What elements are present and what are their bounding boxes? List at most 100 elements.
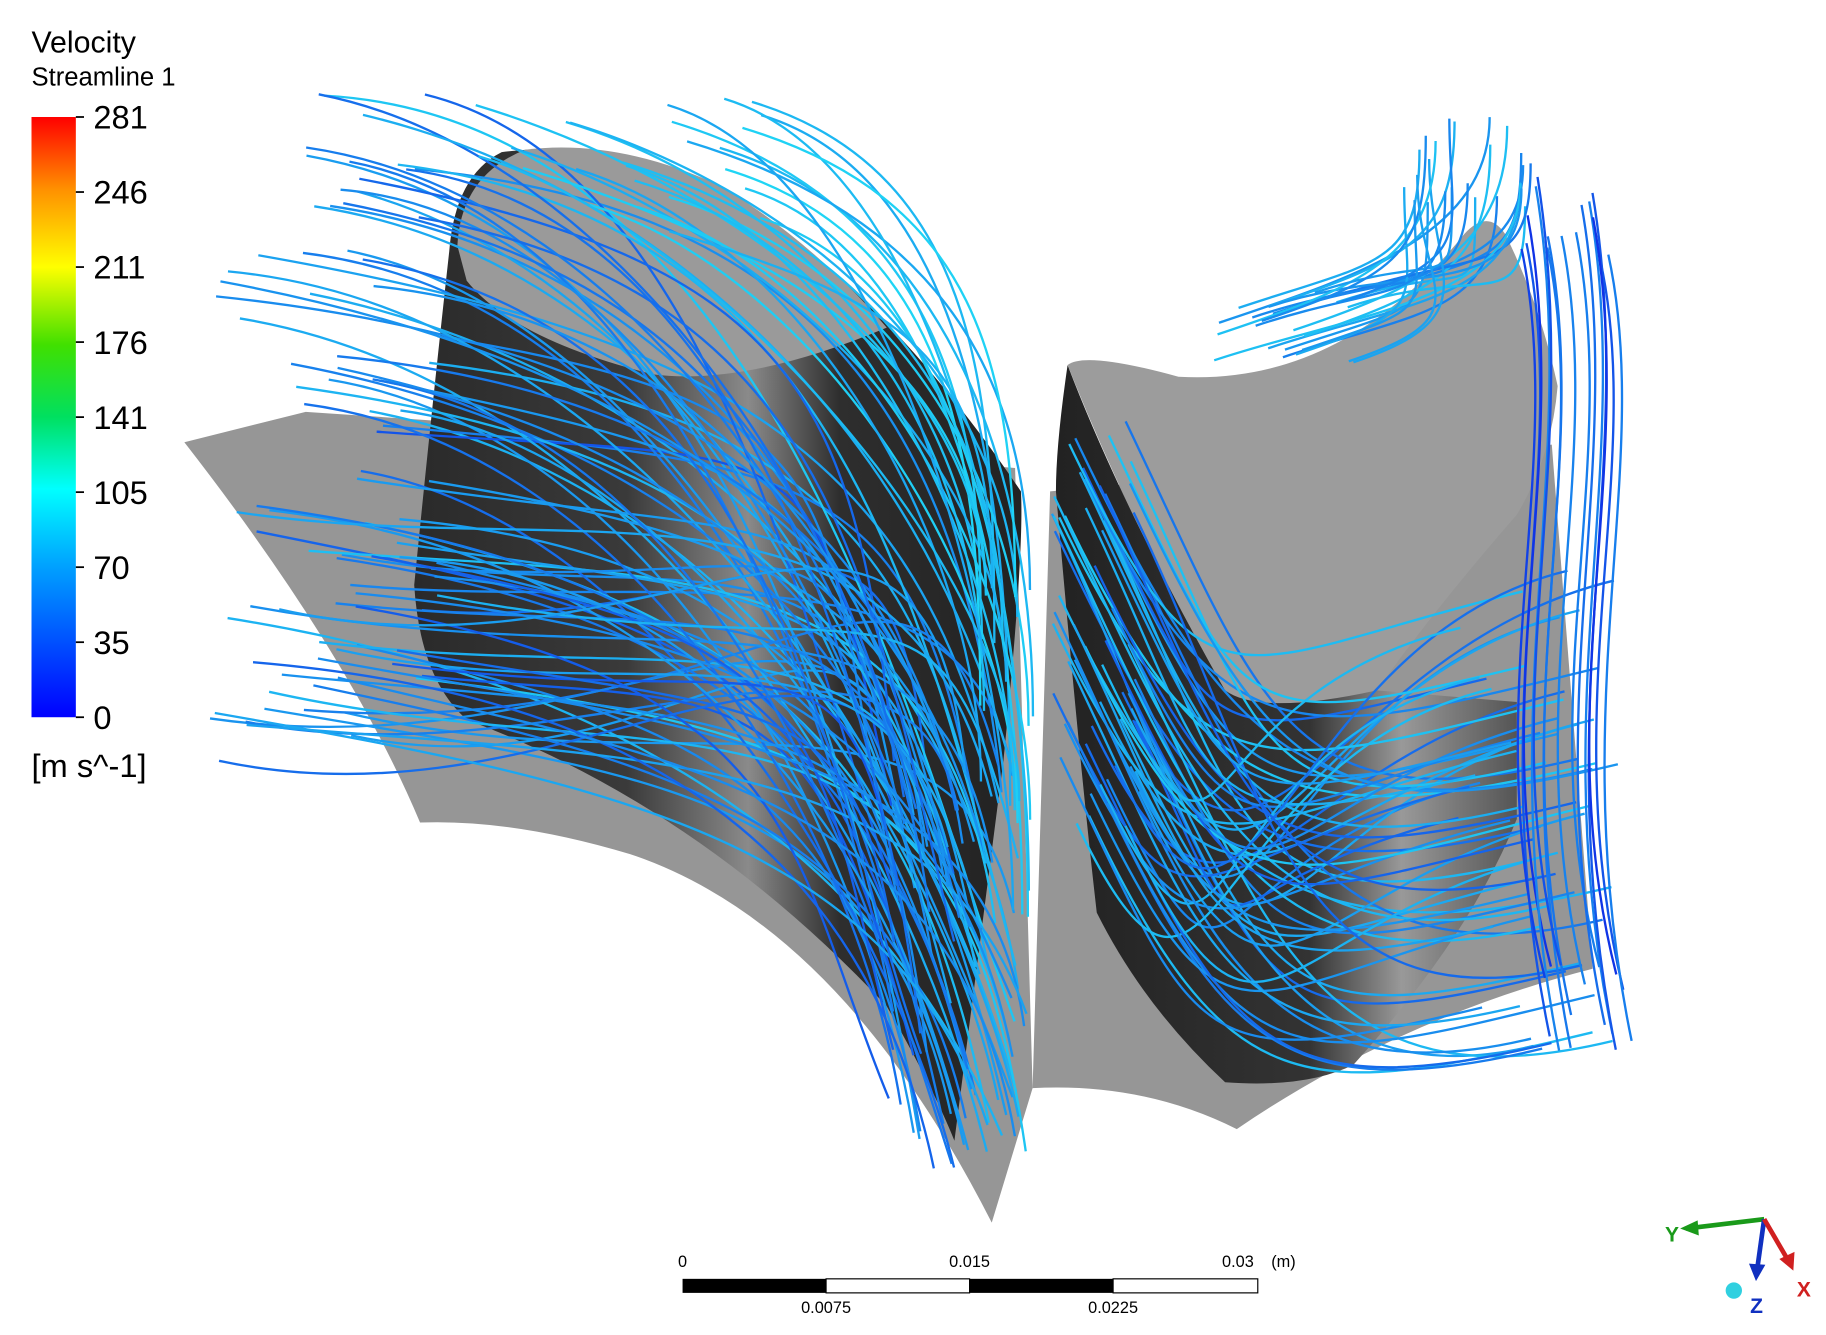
streamline — [1101, 626, 1461, 802]
streamline — [236, 510, 993, 797]
axis-z — [1754, 1218, 1767, 1270]
streamline — [278, 567, 967, 775]
streamline — [1073, 659, 1528, 932]
axis-label: Y — [1665, 1223, 1679, 1246]
streamline — [350, 583, 1014, 776]
blade-right-top — [1067, 221, 1558, 704]
legend: Velocity Streamline 1 281 246 211 176 141 105… — [32, 27, 176, 784]
streamline — [1068, 443, 1523, 657]
streamline — [1542, 236, 1573, 1016]
arrow — [1779, 1251, 1795, 1271]
streamline — [1127, 692, 1559, 850]
scale-label: 0.015 — [949, 1253, 990, 1271]
streamline — [1268, 188, 1523, 309]
streamline — [1353, 158, 1446, 364]
streamline — [634, 179, 986, 711]
streamline — [1138, 790, 1585, 947]
scale-segment — [682, 1278, 827, 1293]
streamline — [1084, 507, 1476, 806]
streamline — [1089, 793, 1533, 993]
streamline — [362, 258, 923, 1055]
streamline — [575, 167, 983, 782]
streamline — [314, 205, 981, 975]
streamline — [1059, 756, 1483, 1041]
streamlines — [209, 93, 1633, 1169]
streamline — [356, 644, 922, 1132]
streamline — [1295, 187, 1409, 356]
streamline — [1083, 645, 1590, 866]
streamline — [220, 280, 981, 837]
streamline — [723, 97, 1031, 891]
streamline — [1213, 183, 1522, 362]
streamline — [1119, 718, 1542, 937]
streamline — [724, 167, 982, 706]
streamline — [281, 673, 1014, 1057]
scale-segment — [969, 1278, 1114, 1293]
origin — [1725, 1282, 1742, 1299]
streamline — [1114, 569, 1568, 870]
streamline — [1106, 802, 1595, 1044]
axis-label: Z — [1750, 1295, 1763, 1318]
streamline — [1127, 643, 1613, 1058]
streamline — [744, 187, 1024, 915]
streamline — [397, 163, 1017, 966]
streamline — [1072, 624, 1494, 952]
legend-title: Velocity — [32, 27, 137, 60]
streamline — [319, 640, 990, 970]
streamline — [1301, 200, 1418, 352]
legend-tick-label: 70 — [93, 549, 129, 586]
legend-tick-label: 35 — [93, 624, 129, 661]
streamline — [1268, 121, 1456, 308]
streamline — [1107, 525, 1559, 778]
legend-tick-label: 211 — [93, 249, 145, 286]
streamline — [428, 479, 976, 842]
streamline — [1267, 181, 1522, 350]
scale-label: 0.0075 — [801, 1299, 851, 1317]
streamline — [1137, 710, 1580, 997]
streamline — [396, 649, 896, 943]
streamline — [1134, 720, 1567, 1005]
streamline — [1075, 687, 1492, 939]
streamline — [356, 477, 950, 771]
streamline — [1532, 176, 1562, 966]
streamline — [1588, 217, 1618, 975]
legend-unit: [m s^-1] — [32, 747, 147, 784]
scale-segment — [825, 1278, 971, 1294]
streamline — [668, 195, 1030, 726]
streamline — [373, 284, 950, 888]
legend-tick-label: 246 — [93, 174, 148, 211]
streamline — [1104, 639, 1535, 886]
streamline — [1522, 215, 1553, 967]
streamline — [269, 509, 966, 1145]
streamline — [1340, 118, 1454, 304]
scale-segment — [1112, 1278, 1259, 1294]
streamline — [349, 160, 895, 1012]
streamline — [303, 620, 1000, 766]
streamline — [760, 114, 1012, 806]
streamline — [1348, 174, 1437, 363]
streamline — [1556, 235, 1587, 985]
legend-tick-label: 176 — [93, 324, 148, 361]
streamline — [305, 146, 931, 912]
legend-subtitle: Streamline 1 — [32, 63, 176, 91]
streamline — [1603, 254, 1633, 1042]
streamline — [511, 146, 1008, 682]
streamline — [1083, 478, 1598, 718]
streamline — [1121, 579, 1615, 812]
streamline — [475, 103, 988, 596]
streamline — [1058, 516, 1564, 752]
streamline — [667, 103, 1015, 911]
streamline — [369, 409, 1018, 1092]
streamline — [304, 402, 902, 1105]
scale-unit: (m) — [1271, 1253, 1295, 1271]
scale-label: 0.03 — [1222, 1253, 1254, 1271]
color-bar — [31, 117, 76, 718]
streamline — [1058, 595, 1612, 914]
blade-right — [1055, 365, 1517, 1084]
streamline — [1571, 232, 1601, 968]
streamline — [421, 674, 915, 1056]
streamline — [436, 594, 1020, 859]
legend-ticks: 281 246 211 176 141 105 70 35 0 — [75, 99, 148, 736]
streamline — [742, 126, 1017, 597]
